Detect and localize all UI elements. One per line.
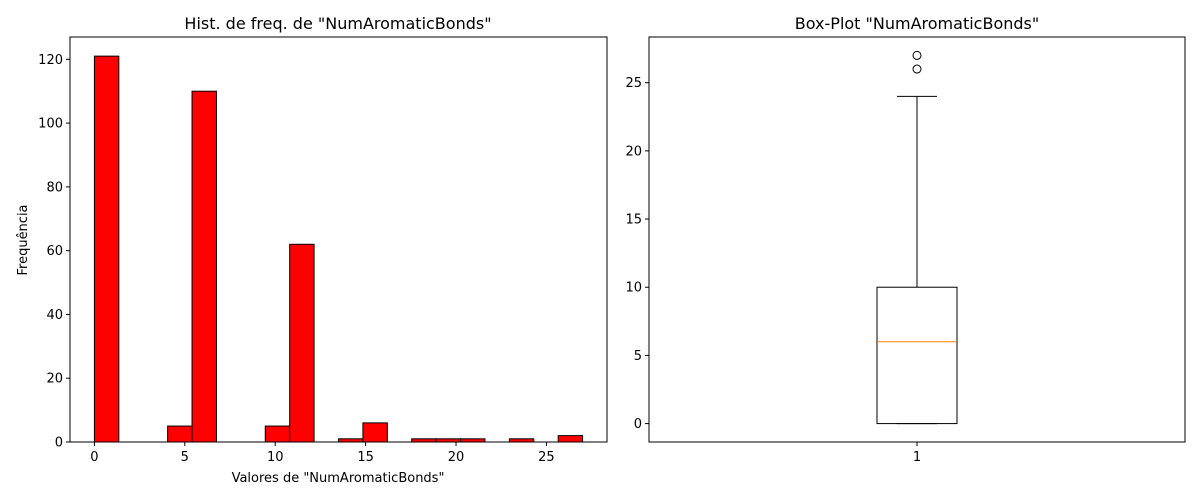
histogram-y-tick-label: 20 — [46, 372, 63, 387]
boxplot-y-tick-label: 5 — [634, 349, 642, 364]
histogram-x-ticks: 0 5 10 15 20 25 — [90, 442, 555, 465]
histogram-frame — [69, 36, 608, 443]
histogram-y-tick-label: 80 — [46, 180, 63, 195]
histogram-bar — [289, 243, 315, 443]
histogram-y-tick-label: 100 — [38, 117, 63, 132]
boxplot-y-tick-label: 15 — [625, 213, 642, 228]
histogram-y-tick-label: 40 — [46, 308, 63, 323]
histogram-x-tick-label: 25 — [538, 450, 555, 465]
boxplot-y-ticks: 0 5 10 15 20 25 — [625, 76, 649, 432]
boxplot-frame — [648, 36, 1186, 443]
histogram-title: Hist. de freq. de "NumAromaticBonds" — [184, 14, 491, 33]
boxplot-x-tick-label: 1 — [913, 450, 921, 465]
boxplot-box — [876, 286, 958, 425]
histogram-x-tick-label: 15 — [357, 450, 374, 465]
boxplot-outlier — [912, 64, 922, 74]
histogram-x-tick-label: 5 — [181, 450, 189, 465]
boxplot-outlier — [912, 50, 922, 60]
histogram-y-ticks: 0 20 40 60 80 100 120 — [38, 53, 70, 451]
histogram-bar — [362, 422, 388, 443]
histogram-x-label: Valores de "NumAromaticBonds" — [232, 471, 445, 486]
boxplot-panel: Box-Plot "NumAromaticBonds" 0 5 10 15 20 25 1 — [625, 14, 1186, 465]
histogram-panel: Hist. de freq. de "NumAromaticBonds" 0 5 1… — [16, 14, 608, 486]
histogram-bar — [167, 425, 193, 443]
histogram-bar — [191, 90, 217, 443]
boxplot-y-tick-label: 0 — [634, 417, 642, 432]
histogram-bar — [93, 55, 120, 443]
histogram-y-tick-label: 60 — [46, 244, 63, 259]
histogram-bars — [93, 55, 584, 443]
histogram-x-tick-label: 0 — [90, 450, 98, 465]
boxplot-x-ticks: 1 — [913, 442, 921, 465]
boxplot-title: Box-Plot "NumAromaticBonds" — [795, 14, 1039, 33]
boxplot-marks — [876, 50, 958, 425]
histogram-y-tick-label: 120 — [38, 53, 63, 68]
histogram-y-label: Frequência — [16, 204, 31, 275]
boxplot-y-tick-label: 10 — [625, 281, 642, 296]
boxplot-y-tick-label: 25 — [625, 76, 642, 91]
histogram-y-tick-label: 0 — [55, 436, 63, 451]
histogram-bar — [264, 425, 291, 443]
histogram-x-tick-label: 20 — [448, 450, 465, 465]
histogram-bar — [557, 435, 584, 443]
histogram-x-tick-label: 10 — [267, 450, 284, 465]
boxplot-y-tick-label: 20 — [625, 144, 642, 159]
